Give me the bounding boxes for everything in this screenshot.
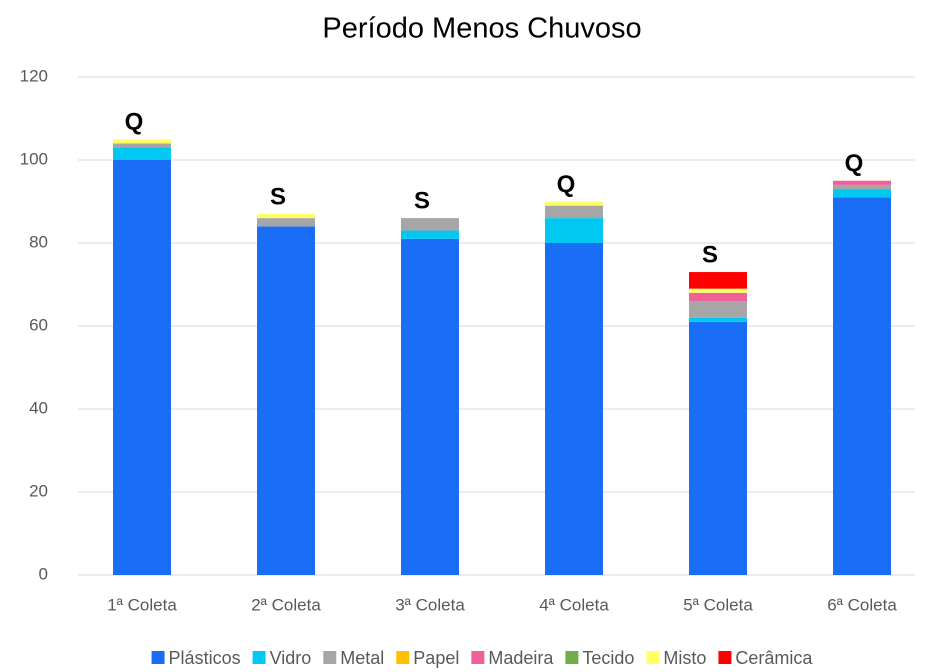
chart-title: Período Menos Chuvoso [322, 13, 641, 45]
x-tick-label: 5ª Coleta [683, 595, 753, 614]
bar-segment [113, 139, 171, 144]
y-tick-label: 100 [20, 149, 48, 168]
bar-segment [545, 201, 603, 206]
legend-label: Cerâmica [735, 648, 813, 668]
legend-swatch [565, 651, 579, 664]
bar-segment [689, 288, 747, 293]
annotation: Q [557, 171, 576, 198]
x-tick-label: 6ª Coleta [827, 595, 897, 614]
legend-swatch [646, 651, 660, 664]
bar-segment [401, 238, 459, 575]
annotation: Q [845, 150, 864, 177]
bar-segment [113, 147, 171, 160]
bar-segment [257, 213, 315, 219]
bar-segment [833, 189, 891, 198]
legend-label: Misto [663, 648, 706, 668]
bar-segment [833, 184, 891, 190]
legend-label: Madeira [488, 648, 554, 668]
legend-swatch [396, 651, 410, 664]
legend-swatch [471, 651, 485, 664]
y-tick-label: 60 [29, 315, 48, 334]
y-tick-label: 40 [29, 398, 48, 417]
y-tick-label: 20 [29, 481, 48, 500]
legend-swatch [252, 651, 266, 664]
legend-label: Tecido [582, 648, 634, 668]
legend-label: Papel [413, 648, 459, 668]
x-tick-label: 1ª Coleta [107, 595, 177, 614]
legend-label: Plásticos [169, 648, 241, 668]
legend-swatch [323, 651, 337, 664]
x-tick-label: 2ª Coleta [251, 595, 321, 614]
bar-segment [113, 160, 171, 575]
annotation: S [702, 241, 718, 268]
bar-segment [689, 317, 747, 322]
bar-segment [257, 226, 315, 575]
y-tick-label: 0 [39, 564, 48, 583]
x-tick-label: 3ª Coleta [395, 595, 465, 614]
annotation: S [414, 187, 430, 214]
annotation: S [270, 183, 286, 210]
y-tick-label: 120 [20, 66, 48, 85]
bar-segment [401, 230, 459, 239]
legend-swatch [151, 651, 165, 664]
annotation: Q [125, 109, 144, 136]
bar-segment [545, 218, 603, 243]
y-tick-label: 80 [29, 232, 48, 251]
bar-segment [113, 143, 171, 148]
x-tick-label: 4ª Coleta [539, 595, 609, 614]
bar-segment [545, 243, 603, 575]
bar-segment [689, 321, 747, 575]
bar-segment [689, 301, 747, 318]
legend-label: Metal [340, 648, 384, 668]
legend-swatch [718, 651, 732, 664]
legend-label: Vidro [270, 648, 312, 668]
bar-segment [833, 197, 891, 575]
bar-segment [689, 292, 747, 302]
bar-segment [257, 218, 315, 227]
bar-segment [689, 272, 747, 289]
bar-segment [545, 205, 603, 219]
bar-segment [401, 218, 459, 231]
bar-segment [833, 180, 891, 185]
